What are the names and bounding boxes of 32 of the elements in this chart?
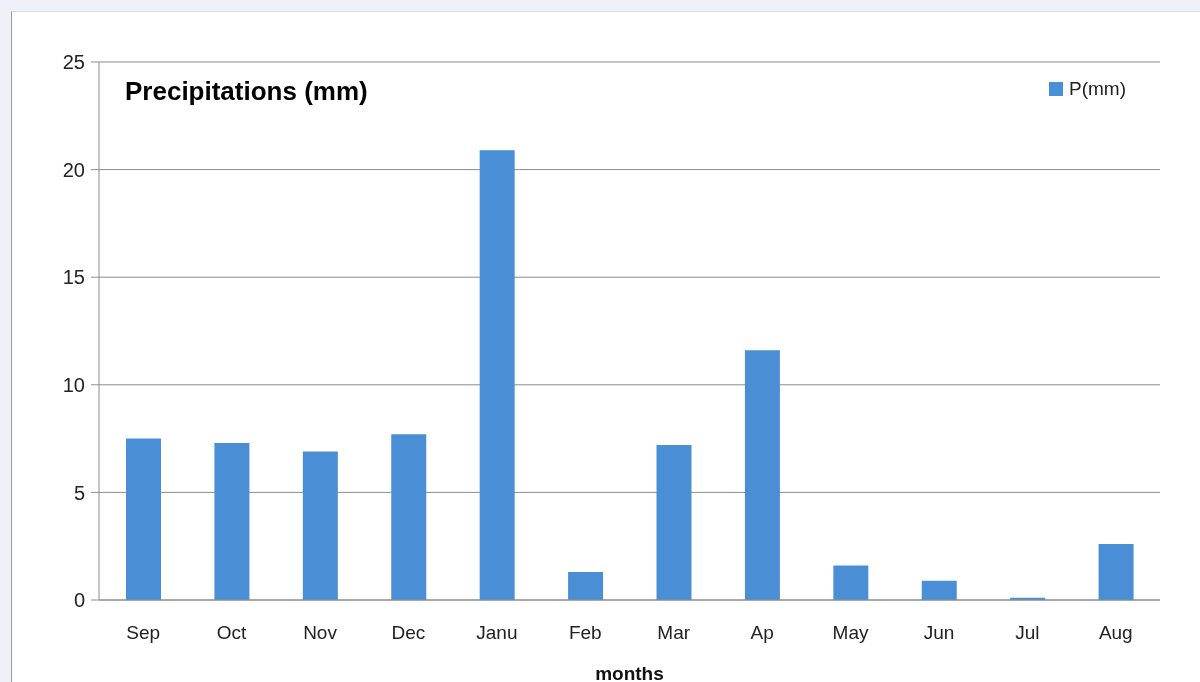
bar	[656, 445, 692, 600]
x-tick-label: Janu	[476, 622, 518, 644]
y-tick-label: 10	[62, 373, 85, 396]
text: Precipitations (mm)	[125, 76, 368, 107]
x-tick-label: Sep	[126, 622, 161, 644]
x-tick-label: Dec	[391, 622, 426, 644]
bar	[479, 150, 515, 600]
y-tick-label: 0	[73, 589, 85, 612]
bar	[833, 565, 869, 600]
bar	[1098, 544, 1134, 600]
x-tick-label: Nov	[303, 622, 338, 644]
y-tick-label: 20	[62, 158, 85, 181]
bar	[126, 438, 161, 600]
x-tick-label: Oct	[216, 622, 248, 644]
x-tick-label: Feb	[568, 622, 602, 644]
x-tick-label: Ap	[750, 622, 774, 644]
y-tick-label: 5	[73, 481, 85, 504]
y-tick-label: 25	[62, 51, 85, 74]
legend-label: P(mm)	[1069, 78, 1126, 100]
x-tick-label: Aug	[1098, 622, 1133, 644]
x-tick-label: Jun	[923, 622, 955, 644]
bar	[302, 451, 338, 600]
x-axis-title: months	[595, 663, 664, 682]
y-tick-label: 15	[62, 266, 85, 289]
x-tick-label: Mar	[657, 622, 691, 644]
bar	[744, 350, 780, 600]
bar	[568, 572, 604, 600]
x-tick-label: Jul	[1015, 622, 1040, 644]
bar	[214, 442, 250, 600]
bar	[391, 434, 427, 600]
x-tick-label: May	[832, 622, 869, 644]
bar	[921, 580, 957, 600]
